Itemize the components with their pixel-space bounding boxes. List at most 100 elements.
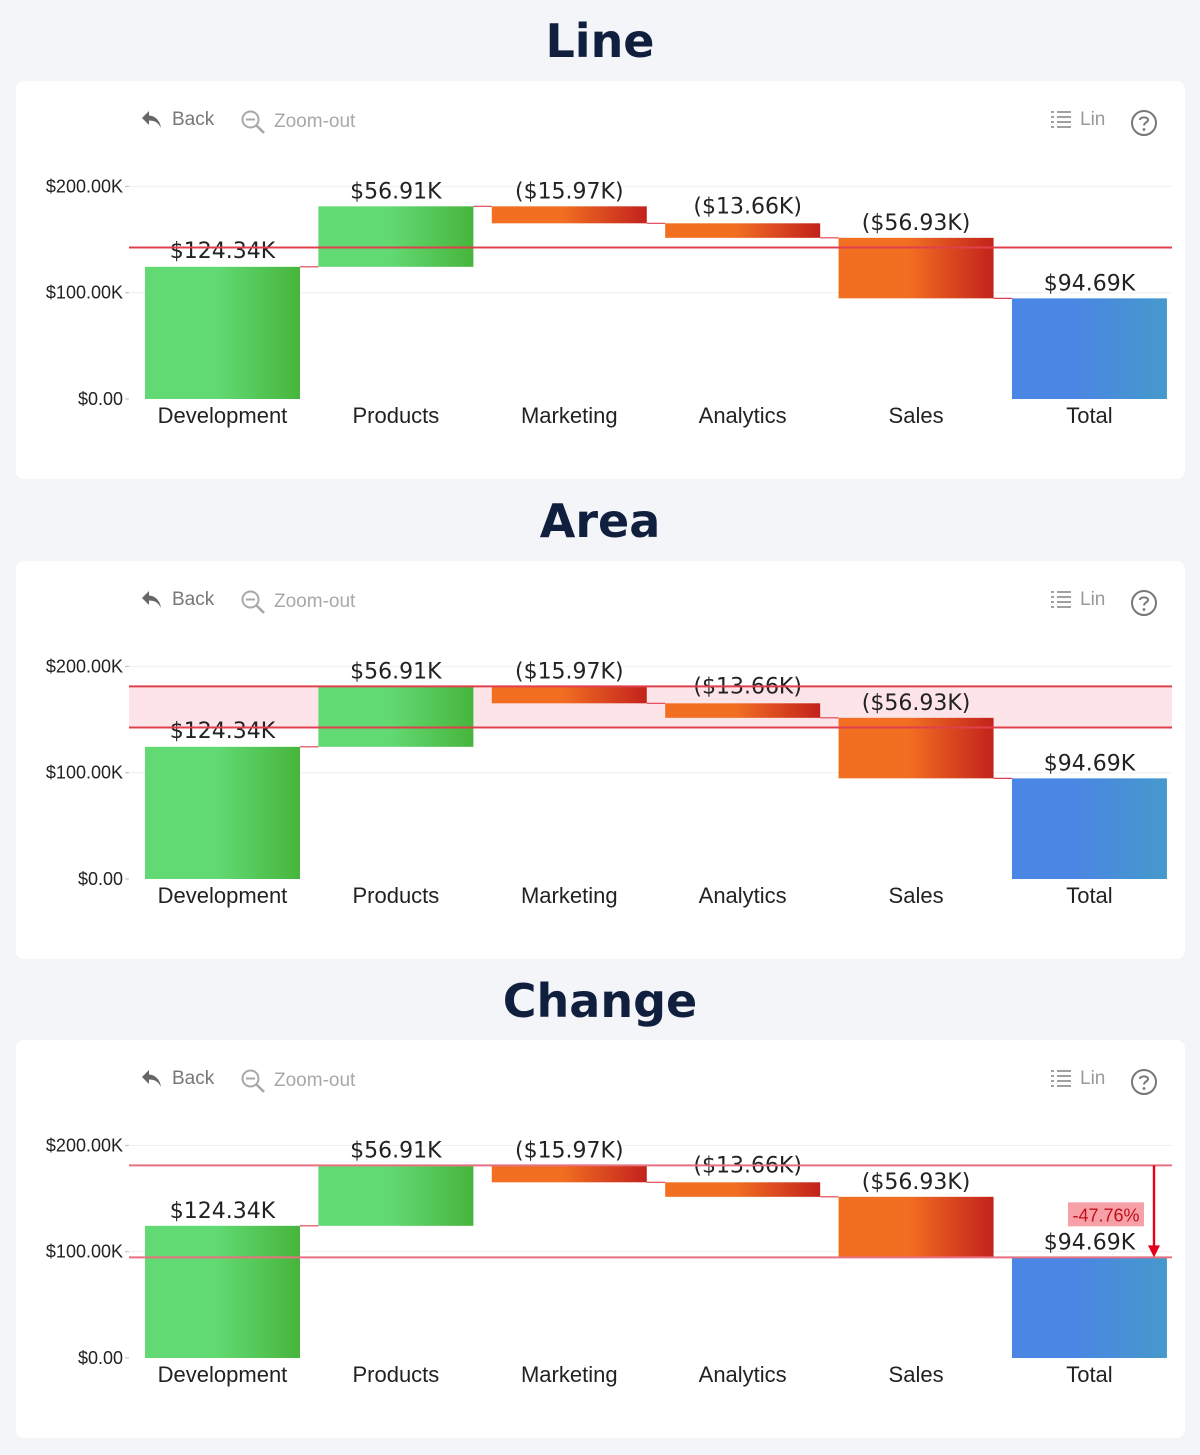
bar-total[interactable] — [1011, 298, 1167, 399]
y-tick-label: $100.00K — [46, 1242, 123, 1262]
zoom-out-button[interactable]: Zoom-out — [240, 1068, 355, 1094]
bar-development[interactable] — [145, 746, 300, 879]
data-label: $56.91K — [350, 179, 442, 204]
data-label: ($56.93K) — [862, 211, 971, 236]
data-label: ($15.97K) — [515, 659, 624, 684]
y-tick-label: $0.00 — [78, 1348, 123, 1368]
bar-analytics[interactable] — [665, 703, 821, 718]
x-tick-label: Total — [1066, 1362, 1112, 1387]
legend-toggle-button[interactable]: Lin — [1050, 1068, 1105, 1090]
bar-development[interactable] — [145, 1225, 300, 1358]
undo-arrow-icon — [140, 109, 172, 131]
chart-card-area: Back Zoom-out Lin $0.00 $100.00K $200.00K $12… — [16, 561, 1185, 959]
x-tick-label: Analytics — [699, 883, 787, 908]
legend-label: Lin — [1080, 109, 1106, 130]
data-label: $124.34K — [170, 239, 276, 264]
help-button[interactable] — [1130, 589, 1166, 617]
bar-analytics[interactable] — [665, 1182, 821, 1197]
zoom-out-button[interactable]: Zoom-out — [240, 109, 355, 135]
bar-products[interactable] — [318, 1165, 474, 1226]
data-label: $56.91K — [350, 659, 442, 684]
list-icon — [1050, 1068, 1080, 1090]
data-label: $94.69K — [1044, 751, 1136, 776]
x-tick-label: Total — [1066, 883, 1112, 908]
back-button[interactable]: Back — [140, 1068, 214, 1090]
data-label: $56.91K — [350, 1138, 442, 1163]
chart-toolbar: Back Zoom-out Lin — [16, 1068, 1185, 1098]
help-circle-icon — [1130, 1068, 1166, 1096]
data-label: $124.34K — [170, 719, 276, 744]
x-tick-label: Marketing — [521, 1362, 618, 1387]
help-circle-icon — [1130, 109, 1166, 137]
x-tick-label: Development — [158, 403, 288, 428]
data-label: ($13.66K) — [693, 194, 802, 219]
section-title-change: Change — [502, 974, 698, 1028]
x-tick-label: Sales — [889, 1362, 944, 1387]
legend-label: Lin — [1080, 589, 1106, 610]
x-tick-label: Development — [158, 883, 288, 908]
chart-toolbar: Back Zoom-out Lin — [16, 109, 1185, 139]
legend-toggle-button[interactable]: Lin — [1050, 109, 1105, 131]
legend-toggle-button[interactable]: Lin — [1050, 589, 1105, 611]
change-percent-label: -47.76% — [1072, 1205, 1139, 1225]
change-arrow-head — [1148, 1245, 1160, 1258]
y-tick-label: $0.00 — [78, 869, 123, 889]
back-button[interactable]: Back — [140, 589, 214, 611]
waterfall-chart-area: $0.00 $100.00K $200.00K $124.34K Development… — [46, 656, 1172, 908]
data-label: ($15.97K) — [515, 179, 624, 204]
back-label: Back — [172, 1068, 215, 1089]
zoom-out-button[interactable]: Zoom-out — [240, 589, 355, 615]
bar-marketing[interactable] — [491, 686, 647, 704]
bar-marketing[interactable] — [491, 206, 647, 224]
y-tick-label: $100.00K — [46, 763, 123, 783]
list-icon — [1050, 109, 1080, 131]
x-tick-label: Analytics — [699, 1362, 787, 1387]
bar-development[interactable] — [145, 266, 300, 399]
chart-toolbar: Back Zoom-out Lin — [16, 589, 1185, 619]
bar-products[interactable] — [318, 206, 474, 267]
back-label: Back — [172, 109, 215, 130]
y-tick-label: $200.00K — [46, 656, 123, 676]
back-button[interactable]: Back — [140, 109, 214, 131]
waterfall-chart-line: $0.00 $100.00K $200.00K $124.34K Development… — [46, 176, 1172, 428]
list-icon — [1050, 589, 1080, 611]
x-tick-label: Products — [352, 1362, 439, 1387]
bar-analytics[interactable] — [665, 223, 821, 238]
data-label: ($56.93K) — [862, 691, 971, 716]
x-tick-label: Products — [352, 403, 439, 428]
bar-products[interactable] — [318, 686, 474, 747]
bar-sales[interactable] — [838, 1196, 994, 1258]
chart-card-change: Back Zoom-out Lin $0.00 $100.00K $200.00K $12… — [16, 1040, 1185, 1438]
x-tick-label: Marketing — [521, 883, 618, 908]
waterfall-chart-change: $0.00 $100.00K $200.00K $124.34K Development… — [46, 1135, 1172, 1387]
bar-total[interactable] — [1011, 1257, 1167, 1358]
zoom-out-label: Zoom-out — [274, 1070, 356, 1091]
x-tick-label: Marketing — [521, 403, 618, 428]
change-badge — [1068, 1202, 1144, 1227]
y-tick-label: $100.00K — [46, 283, 123, 303]
help-circle-icon — [1130, 589, 1166, 617]
x-tick-label: Total — [1066, 403, 1112, 428]
zoom-out-icon — [240, 1068, 274, 1094]
x-tick-label: Sales — [889, 883, 944, 908]
y-tick-label: $200.00K — [46, 176, 123, 196]
threshold-area — [129, 686, 1172, 728]
section-title-area: Area — [539, 494, 661, 548]
bar-marketing[interactable] — [491, 1165, 647, 1183]
help-button[interactable] — [1130, 109, 1166, 137]
chart-card-line: Back Zoom-out Lin $0.00 $100.00K $200.00K $12… — [16, 81, 1185, 479]
back-label: Back — [172, 589, 215, 610]
data-label: ($15.97K) — [515, 1138, 624, 1163]
zoom-out-label: Zoom-out — [274, 111, 356, 132]
data-label: $94.69K — [1044, 271, 1136, 296]
y-tick-label: $200.00K — [46, 1135, 123, 1155]
x-tick-label: Products — [352, 883, 439, 908]
zoom-out-icon — [240, 589, 274, 615]
data-label: $94.69K — [1044, 1230, 1136, 1255]
x-tick-label: Analytics — [699, 403, 787, 428]
help-button[interactable] — [1130, 1068, 1166, 1096]
bar-total[interactable] — [1011, 778, 1167, 879]
zoom-out-icon — [240, 109, 274, 135]
x-tick-label: Sales — [889, 403, 944, 428]
legend-label: Lin — [1080, 1068, 1106, 1089]
